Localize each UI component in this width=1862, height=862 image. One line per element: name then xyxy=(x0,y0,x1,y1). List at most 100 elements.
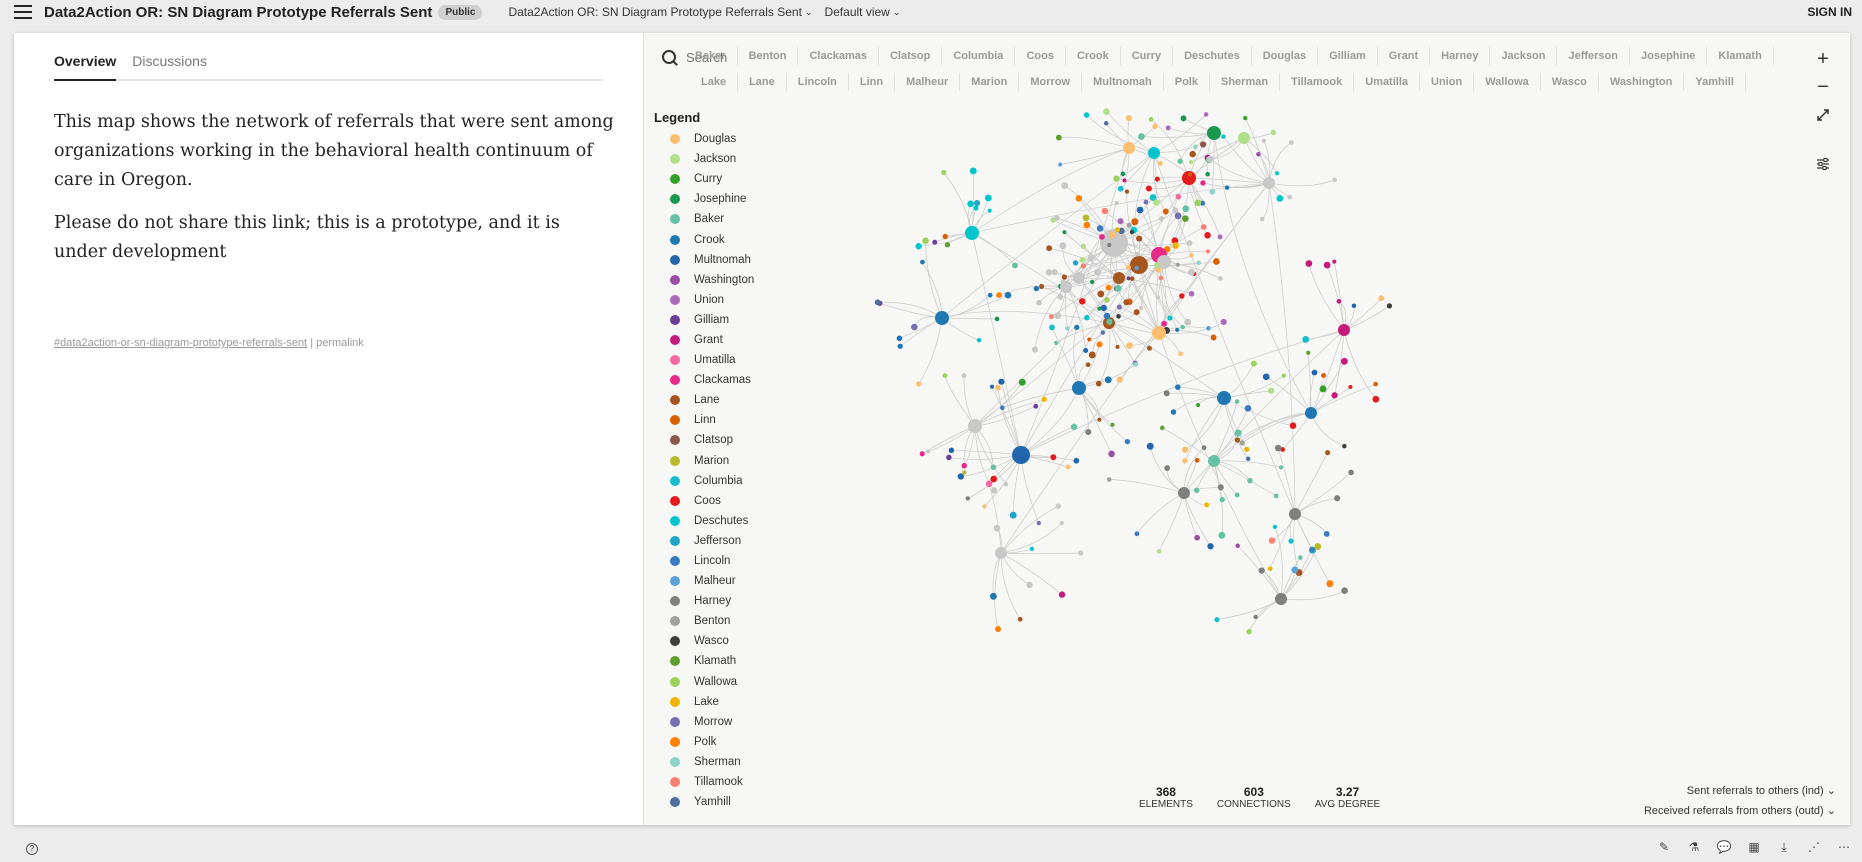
network-node[interactable] xyxy=(1204,502,1210,508)
network-node[interactable] xyxy=(1165,125,1171,131)
network-node[interactable] xyxy=(1267,566,1273,572)
network-node[interactable] xyxy=(1348,469,1354,476)
network-node[interactable] xyxy=(1033,285,1040,292)
county-filter-chip[interactable]: Jackson xyxy=(1490,47,1558,65)
county-filter-chip[interactable]: Deschutes xyxy=(1173,47,1252,65)
network-node[interactable] xyxy=(1193,144,1198,150)
network-node[interactable] xyxy=(1218,276,1223,281)
county-filter-chip[interactable]: Gilliam xyxy=(1318,47,1378,65)
network-node[interactable] xyxy=(920,259,925,265)
network-node[interactable] xyxy=(1204,232,1211,239)
network-node[interactable] xyxy=(1287,194,1293,200)
network-node[interactable] xyxy=(1097,417,1102,422)
size-by-sent-dropdown[interactable]: Sent referrals to others (ind) ⌄ xyxy=(1644,781,1836,801)
county-filter-chip[interactable]: Washington xyxy=(1599,73,1685,91)
network-node[interactable] xyxy=(1302,335,1310,343)
network-node[interactable] xyxy=(1196,260,1201,266)
network-node[interactable] xyxy=(911,323,918,331)
network-node[interactable] xyxy=(922,237,929,245)
network-node[interactable] xyxy=(1220,318,1227,326)
legend-item[interactable]: Harney xyxy=(670,591,754,611)
network-node[interactable] xyxy=(1378,295,1385,302)
network-node[interactable] xyxy=(1194,199,1202,207)
network-node[interactable] xyxy=(1268,537,1276,544)
network-node[interactable] xyxy=(1280,447,1286,452)
network-node[interactable] xyxy=(1175,327,1180,332)
network-node[interactable] xyxy=(1012,446,1030,464)
network-node[interactable] xyxy=(957,473,965,480)
legend-item[interactable]: Lincoln xyxy=(670,551,754,571)
network-node[interactable] xyxy=(961,462,968,469)
county-filter-chip[interactable]: Polk xyxy=(1164,73,1210,91)
more-icon[interactable]: ⋯ xyxy=(1838,840,1850,854)
network-node[interactable] xyxy=(968,419,982,433)
network-node[interactable] xyxy=(1110,422,1115,427)
network-node[interactable] xyxy=(1208,455,1220,467)
network-node[interactable] xyxy=(1195,403,1201,408)
network-node[interactable] xyxy=(1175,193,1182,200)
network-node[interactable] xyxy=(1103,312,1111,320)
network-node[interactable] xyxy=(1174,212,1182,220)
network-node[interactable] xyxy=(1258,567,1265,574)
network-node[interactable] xyxy=(1124,189,1130,194)
network-node[interactable] xyxy=(973,205,979,211)
network-node[interactable] xyxy=(1095,380,1102,387)
network-node[interactable] xyxy=(1210,334,1217,341)
network-node[interactable] xyxy=(1055,503,1061,509)
network-node[interactable] xyxy=(1133,309,1140,316)
legend-item[interactable]: Coos xyxy=(670,491,754,511)
network-node[interactable] xyxy=(1125,264,1132,270)
network-node[interactable] xyxy=(1129,230,1135,235)
network-node[interactable] xyxy=(1080,243,1087,250)
network-node[interactable] xyxy=(1314,543,1322,550)
network-node[interactable] xyxy=(1178,351,1183,357)
network-node[interactable] xyxy=(1246,628,1252,635)
county-filter-chip[interactable]: Yamhill xyxy=(1684,73,1746,91)
network-node[interactable] xyxy=(1263,177,1275,189)
network-node[interactable] xyxy=(1184,318,1192,326)
network-node[interactable] xyxy=(1096,341,1103,348)
network-node[interactable] xyxy=(1059,520,1064,526)
network-node[interactable] xyxy=(1218,531,1226,539)
table-icon[interactable]: ▦ xyxy=(1748,840,1760,854)
network-node[interactable] xyxy=(1234,399,1240,404)
network-node[interactable] xyxy=(1235,543,1240,549)
size-by-received-dropdown[interactable]: Received referrals from others (outd) ⌄ xyxy=(1644,801,1836,821)
network-node[interactable] xyxy=(1103,108,1110,115)
network-node[interactable] xyxy=(1154,176,1160,182)
network-node[interactable] xyxy=(1079,256,1086,263)
network-node[interactable] xyxy=(1209,188,1216,195)
network-node[interactable] xyxy=(1058,162,1063,167)
network-node[interactable] xyxy=(1033,403,1039,409)
network-node[interactable] xyxy=(1262,373,1270,381)
network-node[interactable] xyxy=(1152,123,1158,130)
network-node[interactable] xyxy=(1270,129,1277,136)
network-node[interactable] xyxy=(1084,314,1090,321)
network-node[interactable] xyxy=(1045,269,1053,276)
network-node[interactable] xyxy=(1217,234,1223,240)
network-node[interactable] xyxy=(1130,276,1135,281)
network-node[interactable] xyxy=(1100,304,1107,312)
network-node[interactable] xyxy=(1200,200,1206,206)
network-node[interactable] xyxy=(1113,175,1120,182)
network-node[interactable] xyxy=(1031,346,1038,353)
network-node[interactable] xyxy=(1201,445,1207,451)
network-node[interactable] xyxy=(919,451,925,457)
county-filter-chip[interactable]: Columbia xyxy=(942,47,1016,65)
network-node[interactable] xyxy=(1120,171,1126,177)
network-node[interactable] xyxy=(1003,481,1009,487)
network-node[interactable] xyxy=(926,449,931,454)
network-node[interactable] xyxy=(1243,115,1248,121)
network-node[interactable] xyxy=(1109,231,1117,239)
network-node[interactable] xyxy=(995,547,1007,559)
legend-item[interactable]: Douglas xyxy=(670,129,754,149)
network-node[interactable] xyxy=(1187,172,1193,177)
network-node[interactable] xyxy=(1158,216,1164,222)
network-node[interactable] xyxy=(1305,260,1313,267)
network-node[interactable] xyxy=(1155,267,1162,273)
network-node[interactable] xyxy=(1124,439,1131,445)
network-node[interactable] xyxy=(976,337,982,343)
network-node[interactable] xyxy=(1136,235,1143,242)
network-node[interactable] xyxy=(1134,265,1139,271)
legend-item[interactable]: Clatsop xyxy=(670,430,754,450)
